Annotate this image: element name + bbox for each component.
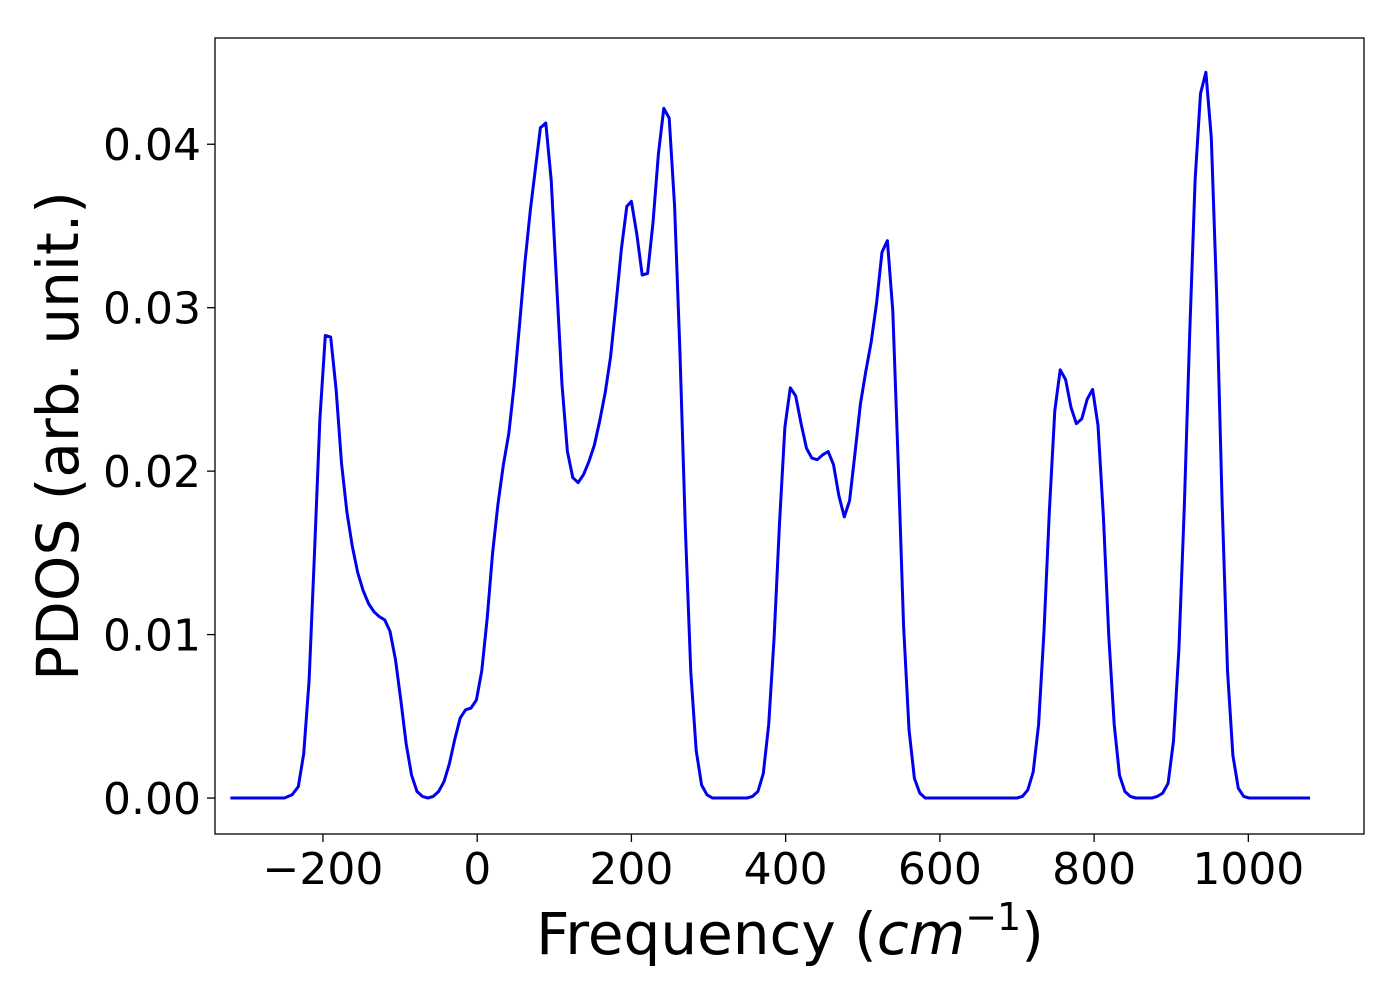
y-axis-ticks: 0.00 0.01 0.02 0.03 0.04 [103,120,215,825]
x-axis-ticks: −200 0 200 400 600 800 1000 [263,834,1304,895]
x-tick-label: −200 [263,844,384,895]
y-tick-label: 0.01 [103,611,201,662]
x-axis-label-unit: cm [877,900,965,968]
plot-area-frame [214,37,1365,835]
x-tick-label: 1000 [1192,844,1304,895]
y-axis-label: PDOS (arb. unit.) [24,191,92,681]
series-layer [230,70,1310,800]
x-axis-label: Frequency (cm−1) [536,895,1044,968]
x-axis-label-exponent: −1 [965,895,1021,939]
y-tick-label: 0.00 [103,774,201,825]
x-tick-label: 800 [1052,844,1136,895]
x-tick-label: 0 [463,844,491,895]
y-tick-label: 0.02 [103,447,201,498]
pdos-series-line [230,70,1310,800]
x-axis-label-suffix: ) [1021,900,1044,968]
x-tick-label: 400 [744,844,828,895]
y-tick-label: 0.04 [103,120,201,171]
x-tick-label: 200 [589,844,673,895]
x-axis-label-prefix: Frequency ( [536,900,877,968]
y-tick-label: 0.03 [103,284,201,335]
x-tick-label: 600 [898,844,982,895]
